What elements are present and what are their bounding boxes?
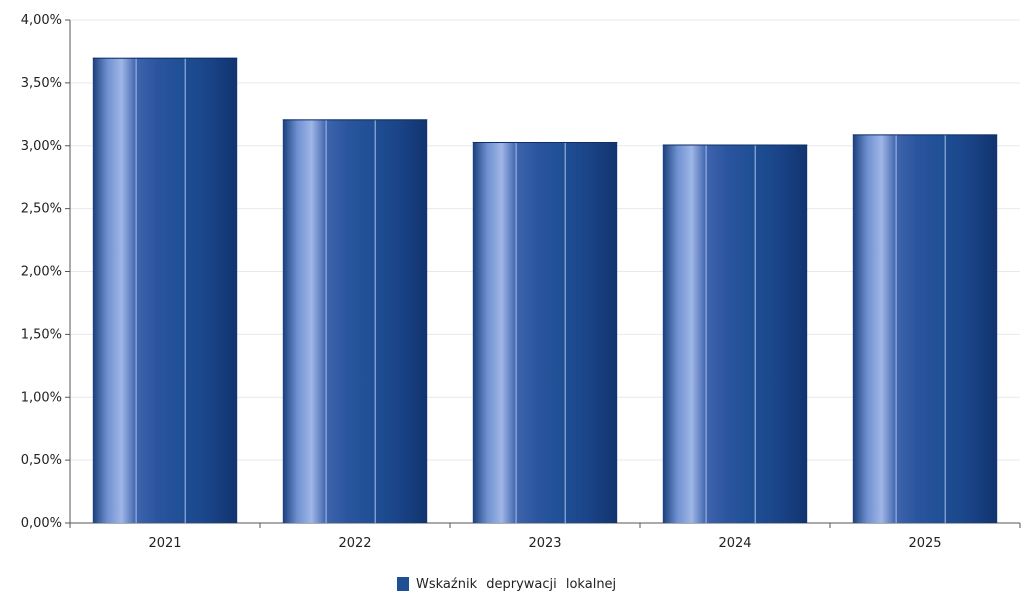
y-tick-label: 2,00% — [21, 265, 62, 280]
legend: Wskaźnik deprywacji lokalnej — [397, 574, 616, 594]
y-tick-label: 2,50% — [21, 202, 62, 217]
bars — [92, 57, 998, 524]
legend-label: Wskaźnik deprywacji lokalnej — [416, 576, 617, 592]
x-tick-label: 2022 — [338, 536, 371, 551]
y-tick-label: 3,00% — [21, 139, 62, 154]
bar-2024 — [662, 144, 808, 523]
bar-2025 — [852, 134, 998, 523]
bar-2021 — [92, 57, 238, 523]
bar-2023 — [472, 141, 618, 524]
x-tick-label: 2021 — [148, 536, 181, 551]
x-tick-label: 2023 — [528, 536, 561, 551]
legend-swatch — [397, 577, 409, 591]
y-tick-label: 1,50% — [21, 327, 62, 342]
y-tick-label: 1,00% — [21, 390, 62, 405]
x-tick-label: 2024 — [718, 536, 751, 551]
y-tick-labels: 0,00% 0,50% 1,00% 1,50% 2,00% 2,50% 3,00% 3,50%… — [21, 13, 62, 531]
y-tick-label: 0,00% — [21, 516, 62, 531]
bar-2022 — [282, 119, 428, 523]
x-tick-label: 2025 — [908, 536, 941, 551]
y-tick-label: 4,00% — [21, 13, 62, 28]
y-tick-label: 0,50% — [21, 453, 62, 468]
x-tick-labels: 2021 2022 2023 2024 2025 — [148, 536, 941, 551]
y-tick-label: 3,50% — [21, 76, 62, 91]
